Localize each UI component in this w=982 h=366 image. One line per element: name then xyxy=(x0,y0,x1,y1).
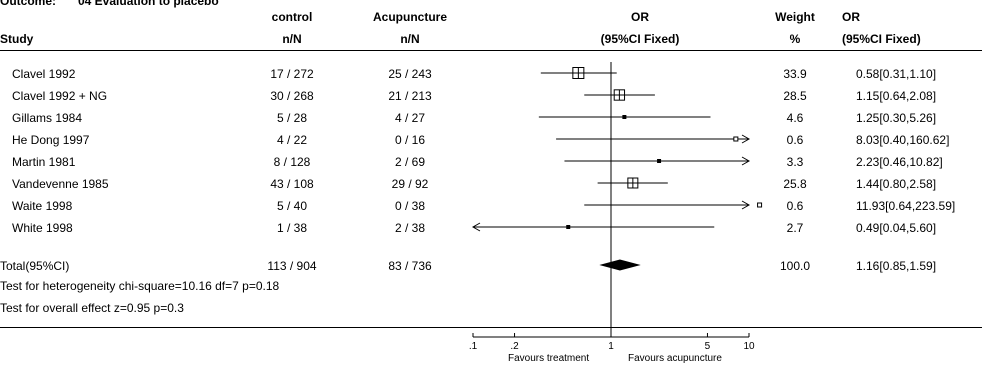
x-tick-label: 1 xyxy=(608,341,614,352)
study-name: Vandevenne 1985 xyxy=(12,177,109,191)
ci-arrow-left xyxy=(471,222,481,232)
total-acupuncture-count: 83 / 736 xyxy=(388,259,432,273)
or-ci-value: 0.49[0.04,5.60] xyxy=(856,221,937,235)
header-acupuncture-sub: n/N xyxy=(400,32,420,46)
header-or: OR xyxy=(631,10,649,24)
study-name: He Dong 1997 xyxy=(12,133,90,147)
pooled-diamond xyxy=(599,259,641,271)
x-tick-label: .1 xyxy=(469,341,478,352)
acupuncture-count: 21 / 213 xyxy=(388,89,432,103)
header-weight: Weight xyxy=(775,10,815,24)
point-estimate-box xyxy=(757,202,763,208)
header-study: Study xyxy=(0,32,34,46)
weight-value: 0.6 xyxy=(786,199,804,213)
x-tick-label: 5 xyxy=(705,341,711,352)
total-weight: 100.0 xyxy=(779,259,811,273)
acupuncture-count: 0 / 16 xyxy=(394,133,426,147)
acupuncture-count: 2 / 69 xyxy=(394,155,426,169)
or-ci-value: 1.44[0.80,2.58] xyxy=(856,177,937,191)
or-ci-value: 1.25[0.30,5.26] xyxy=(856,111,937,125)
header-or-value: OR xyxy=(842,10,860,24)
control-count: 17 / 272 xyxy=(270,67,314,81)
study-name: Clavel 1992 xyxy=(12,67,76,81)
or-ci-value: 11.93[0.64,223.59] xyxy=(856,199,956,213)
point-estimate-box xyxy=(733,136,739,142)
ci-arrow-right xyxy=(741,200,751,210)
weight-value: 0.6 xyxy=(786,133,804,147)
total-label: Total(95%CI) xyxy=(0,259,70,273)
or-ci-value: 8.03[0.40,160.62] xyxy=(856,133,950,147)
point-estimate-box xyxy=(657,159,662,163)
or-ci-value: 2.23[0.46,10.82] xyxy=(856,155,943,169)
total-or-ci-value: 1.16[0.85,1.59] xyxy=(856,259,937,273)
or-ci-value: 1.15[0.64,2.08] xyxy=(856,89,937,103)
acupuncture-count: 25 / 243 xyxy=(388,67,432,81)
outcome-label: Outcome: xyxy=(0,0,57,8)
ci-arrow-right xyxy=(741,134,751,144)
control-count: 43 / 108 xyxy=(270,177,314,191)
study-name: Gillams 1984 xyxy=(12,111,83,125)
footer-rule xyxy=(0,327,982,328)
study-name: Martin 1981 xyxy=(12,155,76,169)
control-count: 5 / 28 xyxy=(276,111,308,125)
or-ci-value: 0.58[0.31,1.10] xyxy=(856,67,937,81)
header-weight-sub: % xyxy=(789,32,801,46)
header-or-value-sub: (95%CI Fixed) xyxy=(842,32,921,46)
control-count: 1 / 38 xyxy=(276,221,308,235)
weight-value: 28.5 xyxy=(783,89,807,103)
header-rule xyxy=(0,50,982,51)
ci-arrow-right xyxy=(741,156,751,166)
control-count: 30 / 268 xyxy=(270,89,314,103)
weight-value: 2.7 xyxy=(786,221,804,235)
weight-value: 25.8 xyxy=(783,177,807,191)
x-tick-label: 10 xyxy=(743,341,755,352)
outcome-text: 04 Evaluation to placebo xyxy=(78,0,219,8)
total-control-count: 113 / 904 xyxy=(267,259,317,273)
overall-effect-test: Test for overall effect z=0.95 p=0.3 xyxy=(0,301,184,315)
study-name: Waite 1998 xyxy=(12,199,73,213)
study-name: Clavel 1992 + NG xyxy=(12,89,108,103)
control-count: 8 / 128 xyxy=(273,155,311,169)
x-tick-label: .2 xyxy=(510,341,519,352)
header-or-sub: (95%CI Fixed) xyxy=(600,32,680,46)
point-estimate-box xyxy=(622,115,627,119)
control-count: 4 / 22 xyxy=(276,133,308,147)
favours-acupuncture-label: Favours acupuncture xyxy=(628,353,722,364)
weight-value: 33.9 xyxy=(783,67,807,81)
acupuncture-count: 29 / 92 xyxy=(391,177,429,191)
header-acupuncture: Acupuncture xyxy=(372,10,447,24)
favours-treatment-label: Favours treatment xyxy=(508,353,590,364)
header-control: control xyxy=(271,10,313,24)
control-count: 5 / 40 xyxy=(276,199,308,213)
acupuncture-count: 4 / 27 xyxy=(394,111,426,125)
acupuncture-count: 0 / 38 xyxy=(394,199,426,213)
weight-value: 3.3 xyxy=(786,155,804,169)
acupuncture-count: 2 / 38 xyxy=(394,221,426,235)
weight-value: 4.6 xyxy=(786,111,804,125)
point-estimate-box xyxy=(566,225,571,229)
study-name: White 1998 xyxy=(12,221,73,235)
header-control-sub: n/N xyxy=(282,32,302,46)
heterogeneity-test: Test for heterogeneity chi-square=10.16 … xyxy=(0,279,280,293)
